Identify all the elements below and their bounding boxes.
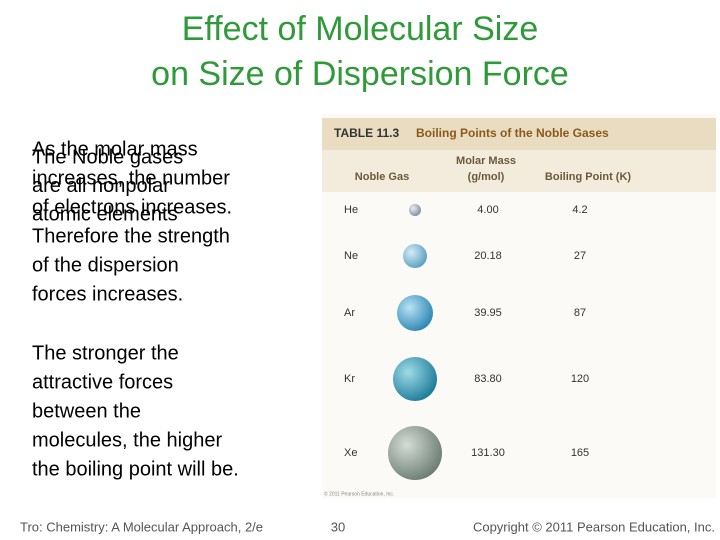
table-cell: 165: [571, 447, 589, 459]
body-text: of electrons increases.: [32, 196, 232, 218]
slide-title: on Size of Dispersion Force: [151, 55, 569, 93]
table-cell: Kr: [344, 373, 355, 385]
table-cell: 87: [574, 307, 586, 319]
column-header: (g/mol): [468, 171, 505, 183]
overlay-text: atomic elements: [32, 203, 178, 225]
footer-copyright: Copyright © 2011 Pearson Education, Inc.: [473, 519, 715, 534]
table-caption-bar: [322, 118, 716, 150]
table-cell: 39.95: [474, 307, 502, 319]
table-cell: 27: [574, 250, 586, 262]
footer-source: Tro: Chemistry: A Molecular Approach, 2/…: [20, 519, 263, 534]
overlay-text: are all nonpolar: [32, 175, 170, 197]
image-credit: © 2011 Pearson Education, Inc.: [324, 490, 394, 497]
body-text: the boiling point will be.: [32, 458, 239, 480]
table-cell: He: [344, 204, 358, 216]
body-text: attractive forces: [32, 371, 173, 393]
body-text: forces increases.: [32, 283, 183, 305]
atom-sphere: [393, 357, 437, 401]
table-cell: 20.18: [474, 250, 502, 262]
atom-sphere: [388, 426, 442, 480]
atom-sphere: [403, 244, 427, 268]
column-header: Boiling Point (K): [545, 171, 631, 183]
body-text: between the: [32, 400, 141, 422]
table-cell: Ar: [344, 307, 355, 319]
table-title: Boiling Points of the Noble Gases: [416, 126, 609, 140]
body-text: Therefore the strength: [32, 225, 230, 247]
table-cell: 4.00: [477, 204, 498, 216]
table-cell: Ne: [344, 250, 358, 262]
body-text: of the dispersion: [32, 254, 179, 276]
table-cell: 83.80: [474, 373, 502, 385]
body-text: The stronger the: [32, 342, 179, 364]
body-text: As the molar mass: [32, 138, 198, 160]
page-number: 30: [331, 519, 345, 534]
table-cell: Xe: [344, 447, 357, 459]
table-cell: 4.2: [572, 204, 587, 216]
table-header-bar: [322, 150, 716, 192]
slide-title: Effect of Molecular Size: [182, 10, 539, 48]
atom-sphere: [409, 204, 421, 216]
atom-sphere: [397, 295, 433, 331]
table-cell: 120: [571, 373, 589, 385]
table-number: TABLE 11.3: [334, 126, 399, 140]
table-cell: 131.30: [471, 447, 505, 459]
column-header: Noble Gas: [355, 171, 409, 183]
column-header: Molar Mass: [456, 155, 516, 167]
overlay-text: The Noble gases: [32, 146, 183, 168]
body-text: molecules, the higher: [32, 429, 222, 451]
body-text: increases, the number: [32, 167, 230, 189]
